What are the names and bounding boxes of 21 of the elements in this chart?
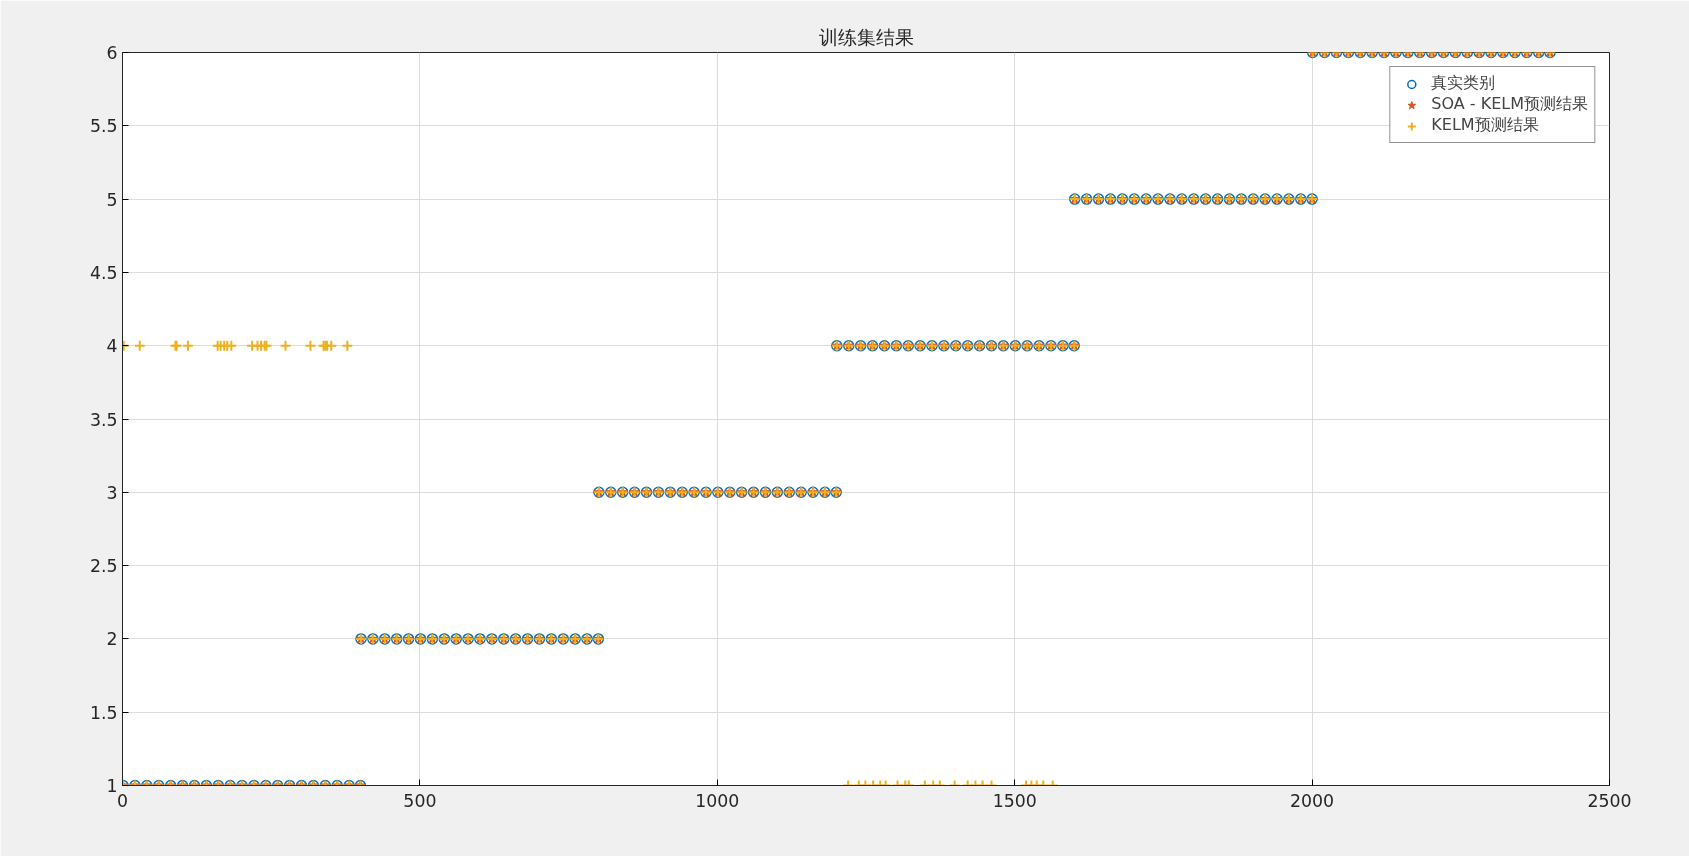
x-tick-label: 0 (116, 790, 129, 811)
y-tick-label: 5 (106, 189, 118, 210)
legend-label: 真实类别 (1431, 73, 1496, 94)
y-tick-label: 3.5 (89, 409, 118, 430)
chart-title: 训练集结果 (818, 26, 914, 48)
y-tick-label: 1.5 (89, 702, 118, 723)
y-tick-label: 4 (106, 336, 118, 357)
y-tick-label: 6 (106, 43, 118, 63)
y-tick-label: 1 (106, 776, 118, 796)
x-tick-label: 1500 (992, 790, 1037, 811)
x-tick-label: 500 (403, 790, 437, 811)
x-tick-label: 1000 (695, 790, 740, 811)
legend-label: SOA - KELM预测结果 (1431, 94, 1588, 115)
y-tick-label: 4.5 (89, 262, 118, 283)
x-tick-label: 2500 (1587, 790, 1632, 811)
y-tick-label: 2 (106, 629, 118, 650)
y-tick-label: 5.5 (89, 116, 118, 137)
legend-label: KELM预测结果 (1431, 115, 1539, 136)
y-tick-label: 2.5 (89, 556, 118, 577)
y-tick-label: 3 (106, 482, 118, 503)
x-tick-label: 2000 (1290, 790, 1335, 811)
